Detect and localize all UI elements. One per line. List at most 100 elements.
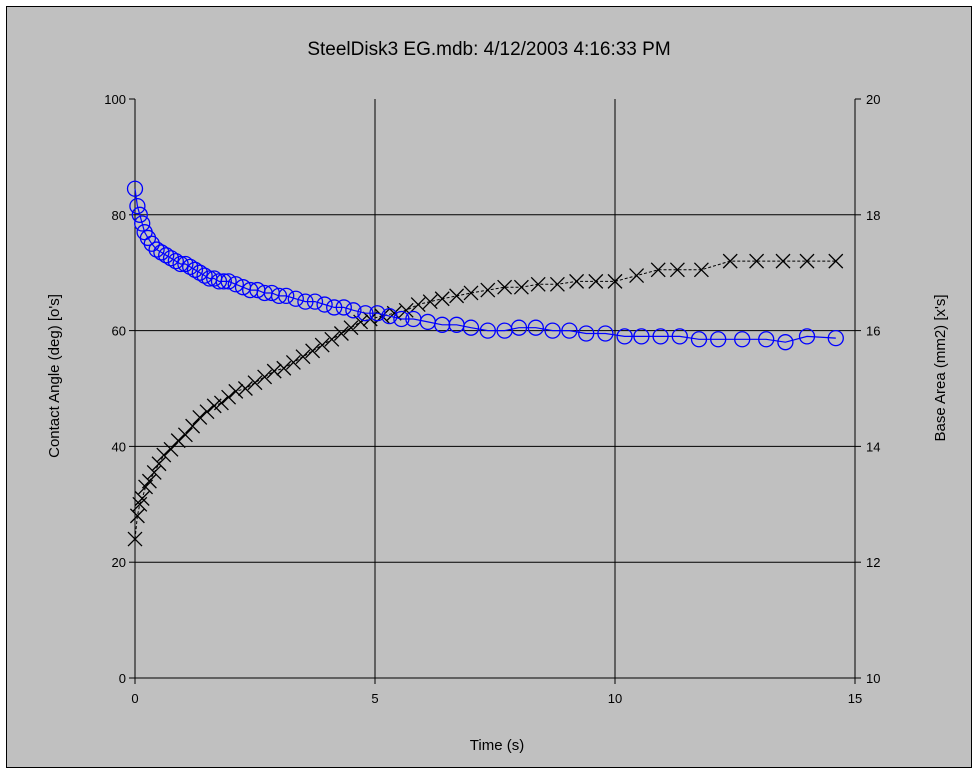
contact-angle-point <box>196 267 213 284</box>
base-area-point <box>177 427 193 443</box>
base-area-point <box>650 262 666 278</box>
base-area-point <box>629 268 645 284</box>
base-area-point <box>410 297 426 313</box>
base-area-point <box>463 285 479 301</box>
y-right-tick-label: 14 <box>866 439 880 454</box>
base-area-point <box>314 337 330 353</box>
contact-angle-point <box>139 229 157 247</box>
chart-svg: SteelDisk3 EG.mdb: 4/12/2003 4:16:33 PM … <box>46 39 949 754</box>
contact-angle-point <box>578 325 595 342</box>
contact-angle-point <box>710 331 727 348</box>
y-left-tick-label: 80 <box>112 208 126 223</box>
base-area-point <box>828 253 844 269</box>
contact-angle-point <box>177 255 194 273</box>
base-area-point <box>156 447 172 463</box>
base-area-point <box>530 276 546 292</box>
contact-angle-point <box>287 290 304 307</box>
contact-angle-point <box>306 293 324 310</box>
base-area-point <box>141 473 157 489</box>
contact-angle-point <box>510 319 528 336</box>
x-tick-label: 10 <box>608 691 622 706</box>
base-area-point <box>132 496 148 512</box>
grid <box>135 99 855 678</box>
contact-angle-point <box>227 276 244 293</box>
contact-angle-point <box>186 261 204 278</box>
contact-angle-point <box>798 328 816 345</box>
contact-angle-point <box>278 287 295 305</box>
contact-angle-point <box>369 305 386 322</box>
base-area-point <box>305 343 321 359</box>
base-area-point <box>199 404 215 420</box>
base-area-point <box>127 531 143 547</box>
contact-angle-point <box>597 325 614 342</box>
contact-angle-point <box>827 329 844 347</box>
base-area-point <box>247 375 263 391</box>
contact-angle-point <box>671 328 688 345</box>
base-area-point <box>276 360 292 376</box>
contact-angle-series <box>126 180 844 351</box>
base-area-point <box>221 389 237 405</box>
contact-angle-point <box>270 287 288 305</box>
contact-angle-point <box>652 328 669 345</box>
contact-angle-point <box>326 299 343 316</box>
base-area-point <box>285 354 301 370</box>
contact-angle-point <box>297 293 314 310</box>
contact-angle-point <box>316 296 333 313</box>
y-right-tick-label: 12 <box>866 555 880 570</box>
contact-angle-point <box>220 273 237 290</box>
x-tick-label: 5 <box>371 691 378 706</box>
contact-angle-point <box>393 310 410 328</box>
contact-angle-point <box>561 322 578 339</box>
base-area-point <box>266 363 282 379</box>
base-area-point <box>799 253 815 269</box>
x-axis-title: Time (s) <box>470 737 524 754</box>
x-tick-label: 0 <box>131 691 138 706</box>
base-area-point <box>669 262 685 278</box>
contact-angle-point <box>210 273 228 290</box>
base-area-point <box>775 253 791 269</box>
base-area-point <box>295 349 311 365</box>
base-area-point <box>749 253 765 269</box>
contact-angle-point <box>527 319 544 336</box>
y-left-tick-label: 60 <box>112 324 126 339</box>
contact-angle-point <box>143 235 160 252</box>
base-area-point <box>497 279 513 295</box>
base-area-line <box>134 260 836 540</box>
base-area-point <box>151 456 167 472</box>
y-left-tick-label: 100 <box>104 92 126 107</box>
chart-title: SteelDisk3 EG.mdb: 4/12/2003 4:16:33 PM <box>307 39 670 60</box>
contact-angle-point <box>357 305 374 322</box>
contact-angle-point <box>172 255 189 273</box>
y-right-tick-label: 10 <box>866 671 880 686</box>
base-area-point <box>170 433 186 449</box>
contact-angle-point <box>167 252 184 270</box>
contact-angle-point <box>131 206 148 223</box>
base-area-point <box>343 320 359 336</box>
y-right-tick-label: 20 <box>866 92 880 107</box>
contact-angle-line <box>134 188 836 343</box>
base-area-point <box>422 294 438 310</box>
contact-angle-point <box>126 180 144 197</box>
contact-angle-point <box>191 264 208 281</box>
contact-angle-point <box>616 328 633 345</box>
base-area-point <box>185 418 201 434</box>
contact-angle-point <box>134 215 151 232</box>
contact-angle-point <box>215 273 232 290</box>
base-area-point <box>228 383 244 399</box>
y-right-tick-label: 18 <box>866 208 880 223</box>
base-area-point <box>134 491 150 506</box>
contact-angle-point <box>153 244 170 261</box>
x-tick-label: 15 <box>848 691 862 706</box>
contact-angle-point <box>381 307 398 325</box>
contact-angle-point <box>777 334 794 351</box>
base-area-point <box>434 291 450 307</box>
contact-angle-point <box>158 247 175 264</box>
base-area-point <box>333 326 349 341</box>
base-area-point <box>163 441 179 457</box>
base-area-point <box>722 253 738 269</box>
y-right-tick-label: 16 <box>866 324 880 339</box>
y-left-tick-label: 40 <box>112 439 126 454</box>
y-axis-right-title: Base Area (mm2) [x's] <box>932 294 949 441</box>
base-area-point <box>693 262 709 278</box>
tick-labels: 0 20 40 60 80 100 10 12 14 16 18 20 0 5 10 15 <box>104 92 880 706</box>
